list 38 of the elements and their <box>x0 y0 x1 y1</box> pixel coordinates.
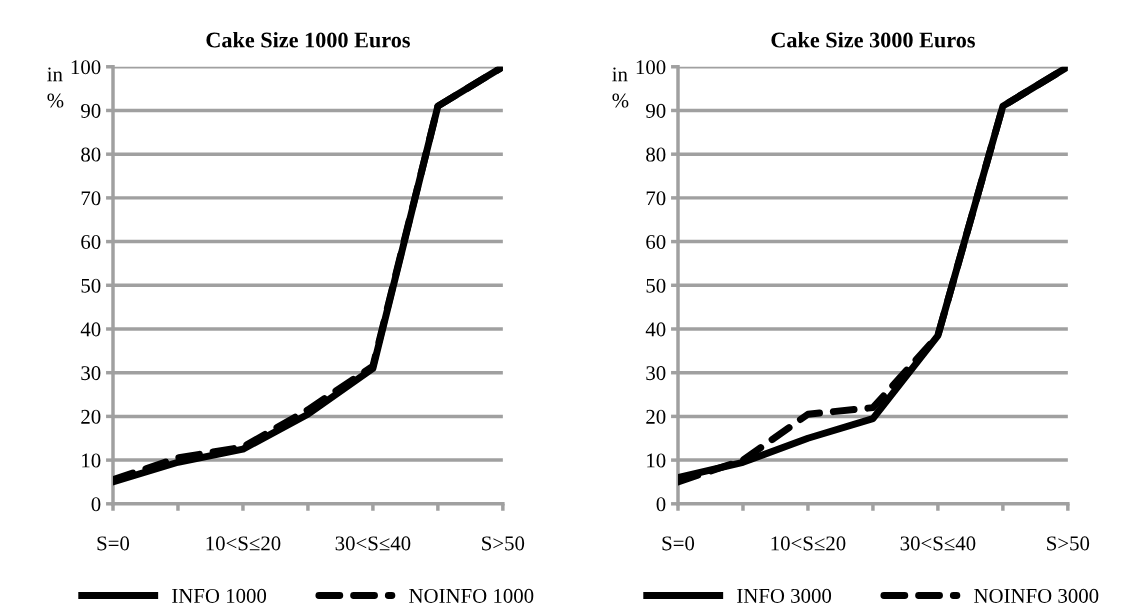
x-tick-label: S>50 <box>1047 536 1090 551</box>
y-tick-label: 80 <box>81 147 101 162</box>
x-tick-label: S=0 <box>97 536 130 551</box>
y-tick-label: 50 <box>646 278 666 293</box>
y-tick-label: 60 <box>81 234 101 250</box>
x-tick-label: 30<S≤40 <box>900 536 976 551</box>
y-tick-label: 90 <box>81 103 101 118</box>
y-tick-label: 0 <box>656 497 666 512</box>
y-tick-label: 80 <box>646 147 666 162</box>
x-tick-label: S=0 <box>662 536 695 551</box>
y-tick-label: 0 <box>91 497 101 512</box>
x-tick-label: 10<S≤20 <box>206 536 281 551</box>
y-tick-label: 40 <box>645 322 666 337</box>
y-axis-title: in % <box>612 67 629 108</box>
legend-label: NOINFO 3000 <box>974 588 1099 603</box>
x-tick-label: 30<S≤40 <box>335 536 411 551</box>
chart-title: Cake Size 1000 Euros <box>206 31 410 48</box>
legend-label: INFO 1000 <box>172 588 267 603</box>
legend-label: NOINFO 1000 <box>409 588 534 603</box>
y-tick-label: 70 <box>81 191 101 206</box>
y-tick-label: 100 <box>636 60 666 75</box>
y-tick-label: 40 <box>80 322 101 337</box>
y-tick-label: 30 <box>81 366 101 381</box>
y-tick-label: 10 <box>647 453 666 468</box>
x-tick-label: S>50 <box>482 536 525 551</box>
chart-title: Cake Size 3000 Euros <box>771 31 975 48</box>
y-tick-label: 60 <box>646 234 666 250</box>
y-tick-label: 10 <box>82 453 101 468</box>
y-tick-label: 70 <box>646 191 666 206</box>
x-tick-label: 10<S≤20 <box>771 536 846 551</box>
y-tick-label: 20 <box>646 409 666 424</box>
y-tick-label: 30 <box>646 366 666 381</box>
y-axis-title: in % <box>47 67 64 108</box>
legend-label: INFO 3000 <box>737 588 832 603</box>
y-tick-label: 90 <box>646 103 666 118</box>
y-tick-label: 50 <box>81 278 101 293</box>
y-tick-label: 20 <box>81 409 101 424</box>
y-tick-label: 100 <box>71 60 101 75</box>
